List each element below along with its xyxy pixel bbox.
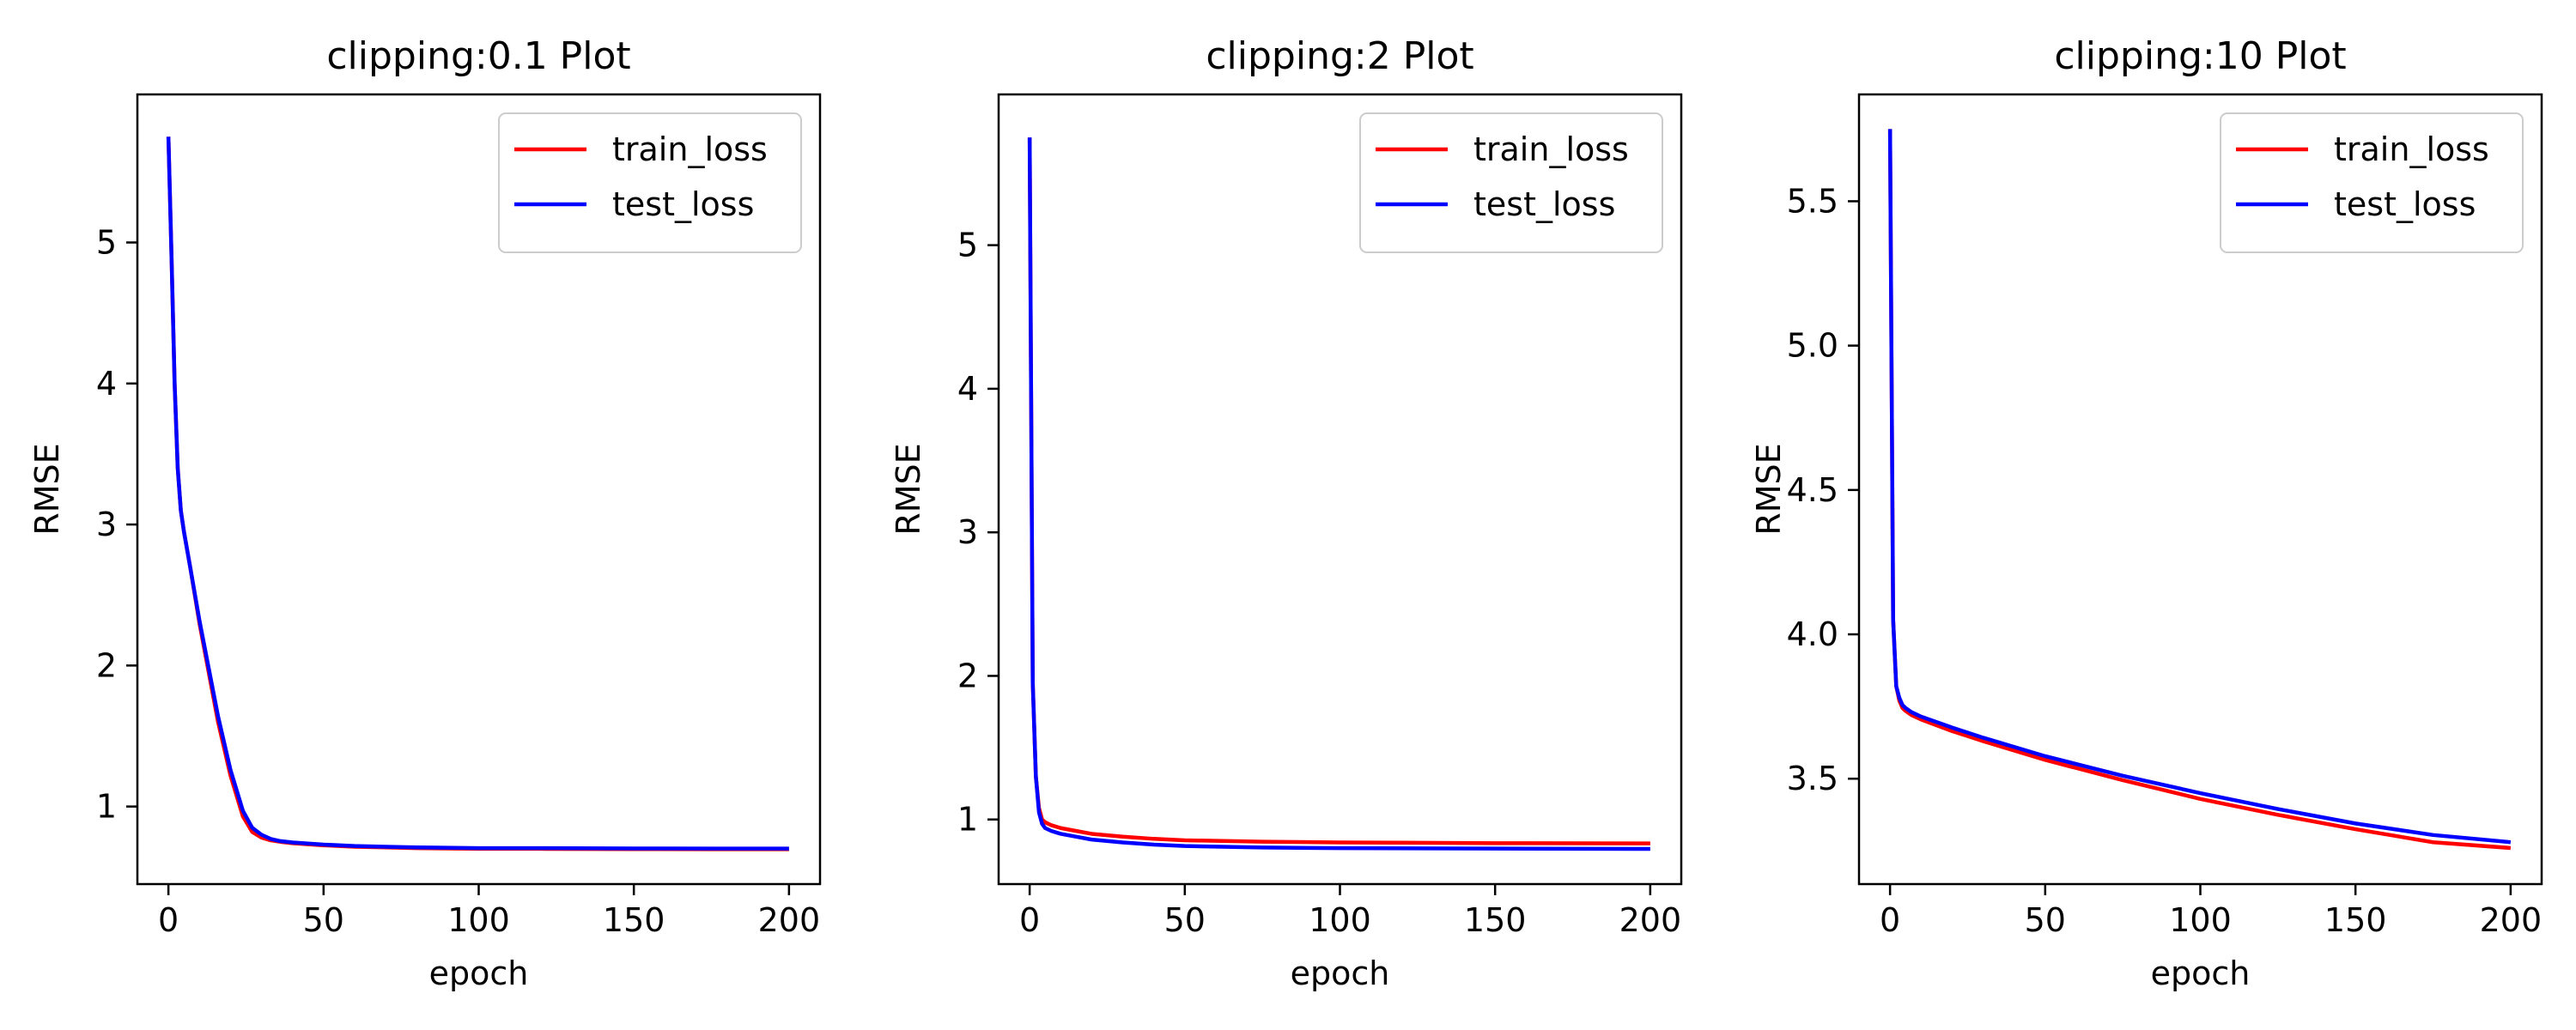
chart-panel-2: 0 50 100 150 200 1 2 3 4 5 clipping:2 Plot epoch RMS… [890, 34, 1683, 992]
x-tick-label: 200 [758, 901, 821, 939]
x-tick-label: 200 [1619, 901, 1682, 939]
legend-label: train_loss [612, 130, 768, 168]
x-tick-label: 100 [2169, 901, 2232, 939]
y-tick-label: 3.5 [1787, 760, 1838, 797]
legend-label: test_loss [612, 185, 754, 223]
y-tick-label: 3 [957, 513, 978, 551]
legend-label: test_loss [2334, 185, 2476, 223]
x-tick-label: 150 [603, 901, 665, 939]
y-tick-label: 2 [96, 646, 117, 684]
y-tick-label: 4 [957, 370, 978, 408]
x-tick-label: 200 [2480, 901, 2543, 939]
legend-label: train_loss [1473, 130, 1629, 168]
y-tick-label: 1 [957, 801, 978, 839]
y-tick-label: 2 [957, 657, 978, 694]
series-line-test-loss [1887, 129, 2512, 845]
y-tick-label: 1 [96, 788, 117, 826]
y-tick-label: 3 [96, 506, 117, 543]
y-axis-label: RMSE [1750, 443, 1788, 535]
y-tick-label: 5.5 [1787, 182, 1838, 220]
y-tick-label: 5 [96, 224, 117, 262]
series-line-test-loss [1027, 137, 1650, 851]
chart-title: clipping:0.1 Plot [326, 34, 630, 78]
legend-label: test_loss [1473, 185, 1615, 223]
x-tick-label: 150 [2324, 901, 2387, 939]
chart-panel-1: 0 50 100 150 200 1 2 3 4 5 clipping:0.1 Plot epoch R… [28, 34, 822, 992]
y-axis-label: RMSE [28, 443, 66, 535]
x-tick-label: 50 [2025, 901, 2066, 939]
y-tick-label: 5.0 [1787, 327, 1838, 365]
y-tick-label: 4 [96, 365, 117, 403]
x-axis-label: epoch [429, 954, 529, 992]
y-tick-label: 4.0 [1787, 615, 1838, 653]
y-tick-label: 5 [957, 227, 978, 264]
x-tick-label: 50 [303, 901, 344, 939]
x-tick-label: 0 [158, 901, 179, 939]
legend: train_loss test_loss [2220, 112, 2524, 253]
x-tick-label: 0 [1880, 901, 1900, 939]
series-line-test-loss [166, 136, 789, 851]
legend-label: train_loss [2334, 130, 2489, 168]
x-tick-label: 100 [447, 901, 510, 939]
chart-title: clipping:10 Plot [2054, 34, 2346, 78]
x-axis-label: epoch [2151, 954, 2251, 992]
y-axis-label: RMSE [890, 443, 927, 535]
x-axis-label: epoch [1291, 954, 1390, 992]
x-tick-label: 0 [1019, 901, 1040, 939]
x-tick-label: 50 [1164, 901, 1206, 939]
legend: train_loss test_loss [1359, 112, 1663, 253]
chart-panel-3: 0 50 100 150 200 3.5 4.0 4.5 5.0 5.5 clipping:10 P… [1750, 34, 2543, 992]
legend: train_loss test_loss [498, 112, 802, 253]
y-tick-label: 4.5 [1787, 471, 1838, 509]
x-tick-label: 100 [1309, 901, 1371, 939]
chart-title: clipping:2 Plot [1206, 34, 1473, 78]
x-tick-label: 150 [1464, 901, 1527, 939]
